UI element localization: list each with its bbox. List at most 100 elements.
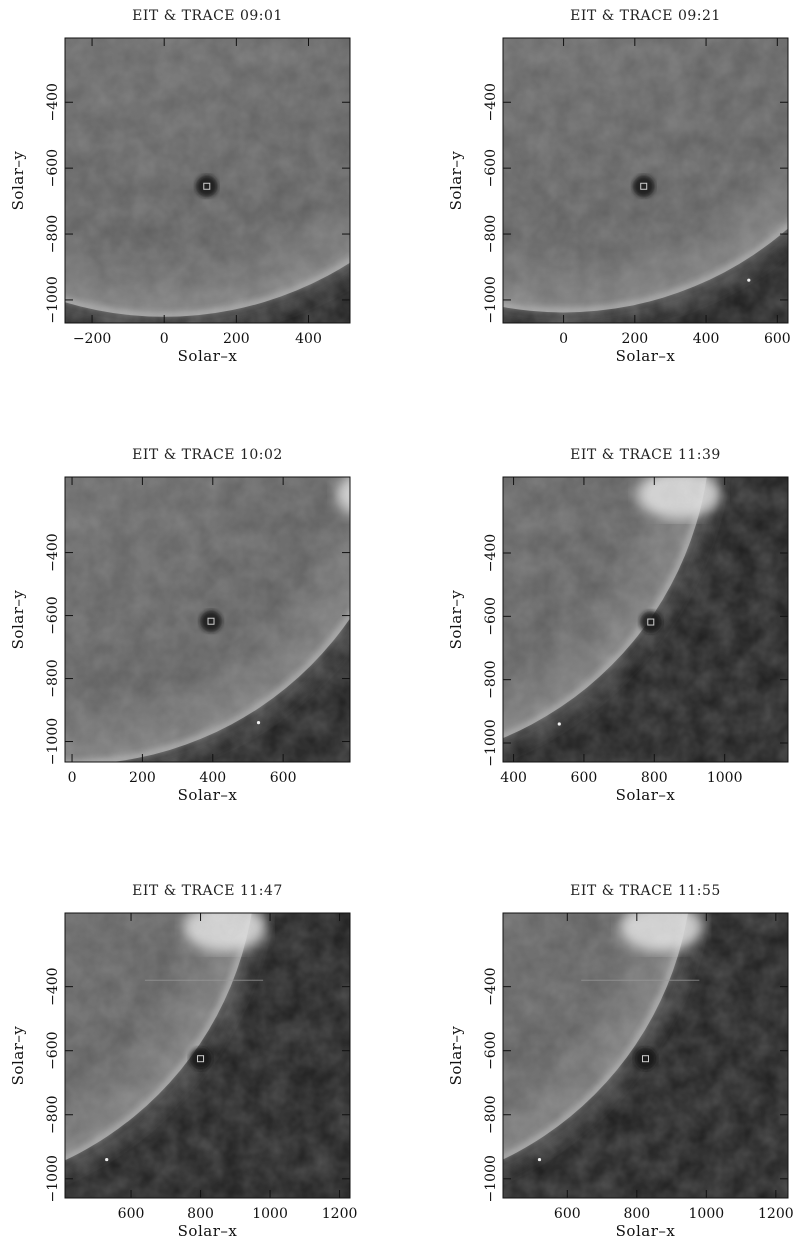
bright-point [256, 721, 261, 725]
panel-title: EIT & TRACE 11:47 [132, 883, 283, 899]
y-tick-label: −800 [483, 660, 499, 698]
bright-point [747, 278, 751, 282]
solar-image [503, 913, 788, 1198]
solar-image [65, 913, 350, 1198]
y-axis-label: Solar–y [447, 590, 465, 650]
dark-feature [632, 175, 655, 198]
plot-frame [64, 912, 351, 1199]
y-tick-label: −600 [483, 1031, 499, 1069]
y-axis-label: Solar–y [447, 151, 465, 211]
x-axis-label: Solar–x [178, 347, 238, 365]
x-tick-label: 400 [500, 770, 527, 786]
plot-frame [502, 476, 789, 763]
y-axis-label: Solar–y [9, 590, 27, 650]
y-tick-label: −400 [45, 967, 61, 1005]
panel-2: 0 200 400 600 −400 −600 −800 −1000 EIT & TRACE 0… [447, 8, 791, 365]
x-axis-label: Solar–x [616, 1222, 676, 1240]
dark-feature [195, 175, 218, 198]
panel-title: EIT & TRACE 10:02 [132, 447, 283, 463]
plot-frame [502, 37, 789, 324]
solar-image [503, 477, 788, 762]
x-tick-label: 400 [693, 331, 720, 347]
feature-marker [197, 1055, 205, 1063]
y-tick-label: −1000 [483, 276, 499, 323]
y-tick-label: −600 [45, 1031, 61, 1069]
solar-image [503, 38, 788, 323]
x-tick-label: 1000 [689, 1206, 725, 1222]
feature-marker [203, 182, 211, 190]
panel-1: −200 0 200 400 −400 −600 −800 −1000 EIT & TRACE … [9, 8, 351, 365]
x-axis-label: Solar–x [616, 347, 676, 365]
y-tick-label: −1000 [45, 276, 61, 323]
plot-frame [502, 912, 789, 1199]
y-tick-label: −600 [45, 596, 61, 634]
feature-marker [647, 618, 655, 626]
panel-title: EIT & TRACE 11:39 [570, 447, 721, 463]
x-tick-label: 200 [129, 770, 156, 786]
y-axis-label: Solar–y [9, 151, 27, 211]
y-tick-label: −400 [45, 533, 61, 571]
x-tick-label: 1000 [707, 770, 743, 786]
x-tick-label: 400 [295, 331, 322, 347]
x-axis-label: Solar–x [178, 786, 238, 804]
solar-image [65, 38, 350, 323]
x-tick-label: 800 [623, 1206, 650, 1222]
dark-feature [189, 1047, 212, 1070]
x-axis-label: Solar–x [616, 786, 676, 804]
x-tick-label: 800 [641, 770, 668, 786]
x-tick-label: 600 [270, 770, 297, 786]
y-tick-label: −400 [483, 83, 499, 121]
x-tick-label: 200 [621, 331, 648, 347]
y-tick-label: −800 [45, 215, 61, 253]
y-tick-label: −1000 [45, 718, 61, 765]
y-tick-label: −1000 [483, 1155, 499, 1202]
x-tick-label: 1200 [758, 1206, 794, 1222]
x-tick-label: 0 [68, 770, 77, 786]
y-tick-label: −1000 [45, 1155, 61, 1202]
solar-image [65, 477, 350, 762]
panel-4: 400 600 800 1000 −400 −600 −800 −1000 EIT & TRAC… [447, 447, 789, 804]
y-tick-label: −600 [483, 597, 499, 635]
y-tick-label: −400 [483, 967, 499, 1005]
x-tick-label: 600 [554, 1206, 581, 1222]
y-tick-label: −600 [45, 149, 61, 187]
bright-point [537, 1157, 542, 1162]
x-tick-label: 200 [223, 331, 250, 347]
x-tick-label: 0 [160, 331, 169, 347]
panel-3: 0 200 400 600 −400 −600 −800 −1000 EIT & TRACE 1… [9, 447, 351, 804]
x-tick-label: 400 [199, 770, 226, 786]
y-tick-label: −800 [483, 1096, 499, 1134]
dark-feature [639, 611, 662, 634]
x-tick-label: 600 [571, 770, 598, 786]
y-tick-label: −800 [45, 659, 61, 697]
y-tick-label: −800 [483, 215, 499, 253]
x-axis-label: Solar–x [178, 1222, 238, 1240]
plot-frame [64, 37, 351, 324]
y-tick-label: −600 [483, 149, 499, 187]
x-tick-label: −200 [73, 331, 111, 347]
x-tick-label: 600 [118, 1206, 145, 1222]
x-tick-label: 1200 [322, 1206, 358, 1222]
plot-frame [64, 476, 351, 763]
bright-point [105, 1157, 109, 1162]
panel-title: EIT & TRACE 09:01 [132, 8, 283, 24]
dark-feature [634, 1047, 657, 1070]
feature-marker [640, 182, 648, 190]
x-tick-label: 800 [187, 1206, 214, 1222]
y-tick-label: −400 [483, 534, 499, 572]
panel-title: EIT & TRACE 09:21 [570, 8, 721, 24]
dark-feature [200, 610, 223, 633]
feature-marker [642, 1055, 649, 1063]
bright-point [557, 722, 561, 726]
x-tick-label: 1000 [252, 1206, 288, 1222]
y-axis-label: Solar–y [447, 1026, 465, 1086]
panel-title: EIT & TRACE 11:55 [570, 883, 721, 899]
x-tick-label: 0 [559, 331, 568, 347]
feature-marker [207, 617, 215, 625]
y-tick-label: −1000 [483, 719, 499, 766]
panel-6: 600 800 1000 1200 −400 −600 −800 −1000 EIT & TRA… [447, 883, 794, 1240]
panel-5: 600 800 1000 1200 −400 −600 −800 −1000 EIT & TRA… [9, 883, 358, 1240]
y-tick-label: −800 [45, 1096, 61, 1134]
y-axis-label: Solar–y [9, 1026, 27, 1086]
